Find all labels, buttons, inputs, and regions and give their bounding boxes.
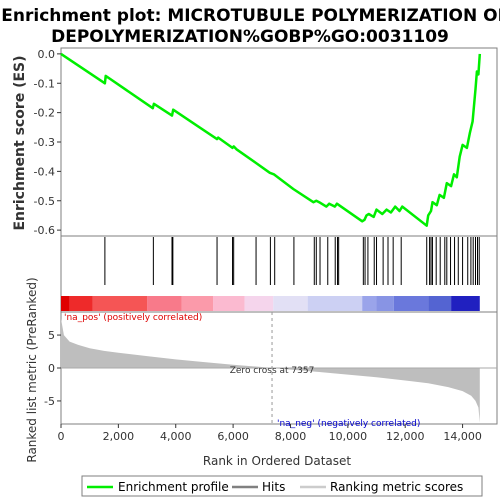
xtick-label: 0 — [58, 430, 65, 443]
legend-box — [81, 475, 483, 497]
es-ytick-label: -0.6 — [34, 224, 55, 237]
metric-y-ticks: 5 0 -5 — [44, 329, 61, 408]
enrichment-score-panel: 0.0 -0.1 -0.2 -0.3 -0.4 -0.5 -0.6 Enrichment s… — [12, 47, 498, 237]
metric-y-axis-title: Ranked list metric (PreRanked) — [25, 277, 39, 462]
metric-ytick-label: 0 — [48, 362, 55, 375]
es-ytick-label: -0.1 — [34, 77, 55, 90]
legend-hits-label: Hits — [262, 480, 285, 494]
color-bar-segment — [376, 296, 394, 311]
color-bar-segment — [244, 296, 274, 311]
title-line-1: Enrichment plot: MICROTUBULE POLYMERIZAT… — [1, 6, 500, 26]
color-bar-segment — [181, 296, 214, 311]
xtick-label: 2,000 — [103, 430, 135, 443]
zero-cross-label: Zero cross at 7357 — [230, 366, 315, 376]
color-bar-segment — [147, 296, 182, 311]
metric-ytick-label: 5 — [48, 329, 55, 342]
color-bar-segment — [213, 296, 245, 311]
color-bar-segment — [393, 296, 429, 311]
rank-color-bar — [61, 296, 480, 311]
ranked-metric-panel: Zero cross at 7357 'na_pos' (positively … — [25, 277, 498, 468]
color-bar-segment — [92, 296, 148, 311]
color-bar-segment — [273, 296, 308, 311]
legend-enrichment-label: Enrichment profile — [118, 480, 229, 494]
positive-correlation-label: 'na_pos' (positively correlated) — [64, 313, 202, 323]
es-y-axis-title: Enrichment score (ES) — [12, 55, 28, 230]
hit-lines — [104, 237, 480, 285]
es-ytick-label: -0.2 — [34, 107, 55, 120]
legend-metric-label: Ranking metric scores — [330, 480, 463, 494]
negative-correlation-label: 'na_neg' (negatively correlated) — [277, 419, 420, 429]
color-bar-segment — [61, 296, 70, 311]
xtick-label: 4,000 — [160, 430, 192, 443]
es-ytick-label: 0.0 — [38, 48, 56, 61]
color-bar-segment — [69, 296, 93, 311]
legend: Enrichment profile Hits Ranking metric s… — [81, 475, 483, 497]
xtick-label: 14,000 — [443, 430, 482, 443]
title-line-2: DEPOLYMERIZATION%GOBP%GO:0031109 — [51, 27, 449, 47]
hits-panel — [60, 235, 498, 313]
es-y-ticks: 0.0 -0.1 -0.2 -0.3 -0.4 -0.5 -0.6 — [34, 48, 61, 237]
es-plot-frame — [60, 47, 498, 237]
ranking-metric-area — [61, 318, 480, 423]
color-bar-segment — [307, 296, 363, 311]
xtick-label: 12,000 — [386, 430, 425, 443]
es-ytick-label: -0.4 — [34, 165, 55, 178]
x-axis-title: Rank in Ordered Dataset — [203, 454, 351, 468]
xtick-label: 6,000 — [217, 430, 249, 443]
xtick-label: 8,000 — [275, 430, 307, 443]
es-ytick-label: -0.3 — [34, 136, 55, 149]
color-bar-segment — [362, 296, 377, 311]
metric-x-ticks: 0 2,000 4,000 6,000 8,000 10,000 12,000 14,000 — [58, 424, 482, 443]
color-bar-segment — [428, 296, 452, 311]
xtick-label: 10,000 — [329, 430, 368, 443]
color-bar-segment — [451, 296, 480, 311]
metric-ytick-label: -5 — [44, 395, 55, 408]
es-ytick-label: -0.5 — [34, 195, 55, 208]
enrichment-profile-line — [60, 52, 482, 227]
